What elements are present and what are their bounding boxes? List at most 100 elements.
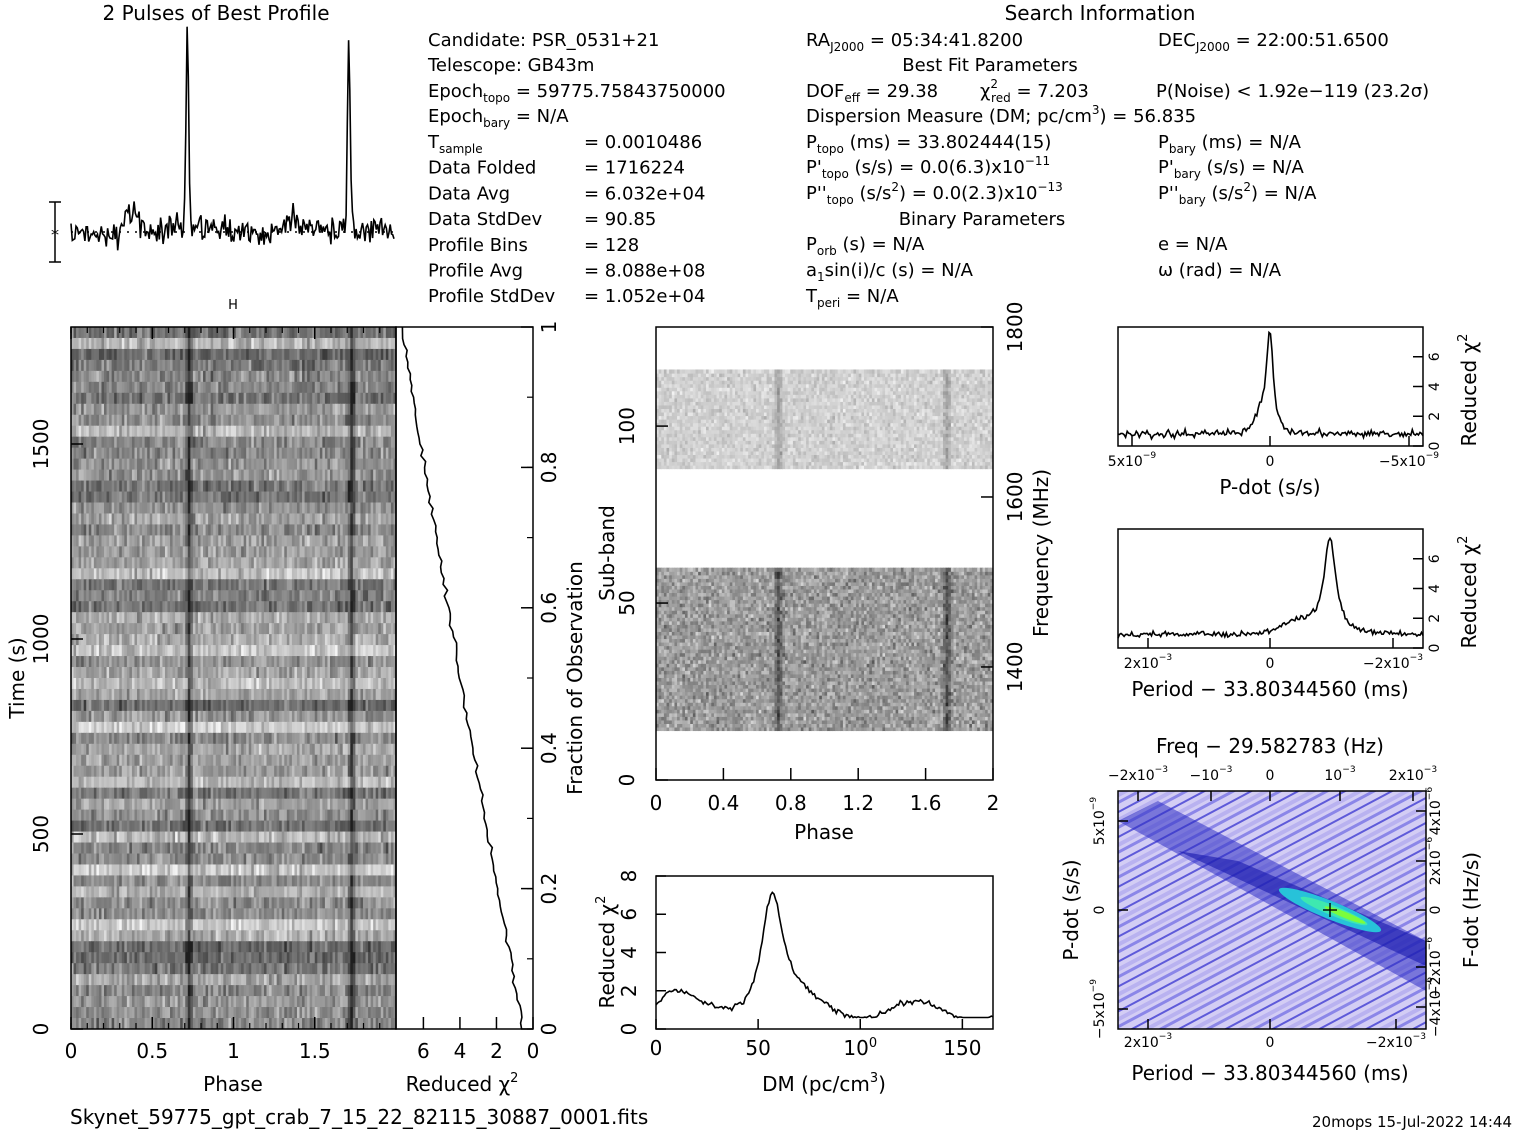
tp-cell (236, 337, 240, 350)
tp-cell (375, 370, 379, 383)
tp-cell (162, 491, 166, 504)
tp-cell (281, 557, 285, 569)
tp-cell (253, 623, 257, 635)
tp-cell (256, 546, 260, 558)
tp-cell (258, 568, 263, 580)
tp-cell (256, 392, 260, 405)
tp-cell (106, 546, 110, 558)
tp-cell (233, 348, 237, 361)
tp-cell (253, 634, 257, 646)
tp-cell (393, 447, 396, 460)
tp-cell (134, 546, 138, 558)
tp-cell (385, 414, 389, 427)
tp-cell (218, 721, 222, 734)
tp-cell (96, 513, 100, 526)
tp-cell (177, 678, 181, 690)
tp-cell (111, 414, 115, 427)
tp-cell (335, 381, 339, 394)
tp-cell (119, 656, 123, 668)
tp-cell (149, 359, 153, 372)
tp-cell (177, 535, 181, 547)
tp-cell (312, 612, 316, 624)
tp-cell (246, 743, 250, 756)
tp-cell (106, 327, 110, 339)
tp-cell (365, 502, 369, 515)
tp-cell (352, 645, 356, 657)
tp-cell (337, 634, 341, 646)
tp-cell (388, 634, 392, 646)
tp-cell (261, 678, 265, 690)
tp-cell (98, 327, 103, 339)
tp-cell (223, 612, 227, 624)
tp-cell (390, 381, 395, 394)
tp-cell (378, 579, 382, 591)
tp-cell (157, 513, 161, 526)
tp-cell (385, 634, 389, 646)
tp-cell (241, 359, 245, 372)
tp-cell (304, 359, 308, 372)
tp-cell (317, 348, 321, 361)
tp-cell (373, 601, 377, 613)
tp-cell (109, 667, 113, 679)
tp-cell (385, 656, 389, 668)
tp-cell (284, 513, 288, 526)
tp-cell (357, 590, 362, 602)
tp-cell (274, 327, 278, 339)
tp-cell (350, 447, 354, 460)
tp-cell (126, 447, 130, 460)
tp-cell (317, 623, 321, 635)
tp-cell (238, 502, 242, 515)
tp-cell (253, 337, 257, 350)
tp-cell (142, 535, 146, 547)
tp-cell (215, 348, 219, 361)
tp-cell (175, 381, 179, 394)
tp-cell (256, 359, 260, 372)
tp-cell (81, 513, 85, 526)
tp-cell (251, 392, 255, 405)
tp-cell (142, 348, 146, 361)
tp-cell (76, 469, 80, 482)
tp-cell (192, 447, 197, 460)
tp-cell (296, 656, 301, 668)
tp-cell (170, 381, 174, 394)
tp-cell (192, 601, 197, 613)
tp-cell (220, 392, 224, 405)
tp-cell (180, 710, 184, 723)
tp-cell (241, 645, 245, 657)
tp-cell (314, 436, 318, 449)
tp-cell (380, 557, 384, 569)
tp-cell (116, 546, 120, 558)
tp-cell (269, 458, 273, 471)
tp-cell (340, 645, 344, 657)
tp-cell (309, 645, 313, 657)
tp-cell (251, 732, 255, 745)
tp-cell (210, 710, 214, 723)
tp-cell (378, 480, 382, 493)
tp-cell (370, 414, 374, 427)
tp-cell (327, 381, 331, 394)
tp-cell (91, 623, 95, 635)
tp-cell (182, 721, 186, 734)
tp-cell (388, 327, 392, 339)
tp-cell (360, 688, 364, 701)
tp-cell (266, 327, 270, 339)
tp-cell (276, 425, 280, 438)
tp-cell (225, 579, 230, 591)
tp-cell (329, 524, 334, 537)
tp-cell (279, 623, 283, 635)
tp-cell (312, 447, 316, 460)
tp-cell (106, 568, 110, 580)
tp-cell (170, 469, 174, 482)
tp-cell (385, 623, 389, 635)
tp-cell (154, 491, 158, 504)
tp-cell (116, 425, 120, 438)
tp-cell (139, 436, 143, 449)
tp-cell (307, 359, 311, 372)
tp-cell (375, 447, 379, 460)
tp-cell (147, 359, 151, 372)
tp-cell (172, 513, 176, 526)
tp-cell (187, 348, 191, 361)
tp-cell (294, 601, 298, 613)
tp-cell (154, 634, 158, 646)
tp-cell (172, 535, 176, 547)
